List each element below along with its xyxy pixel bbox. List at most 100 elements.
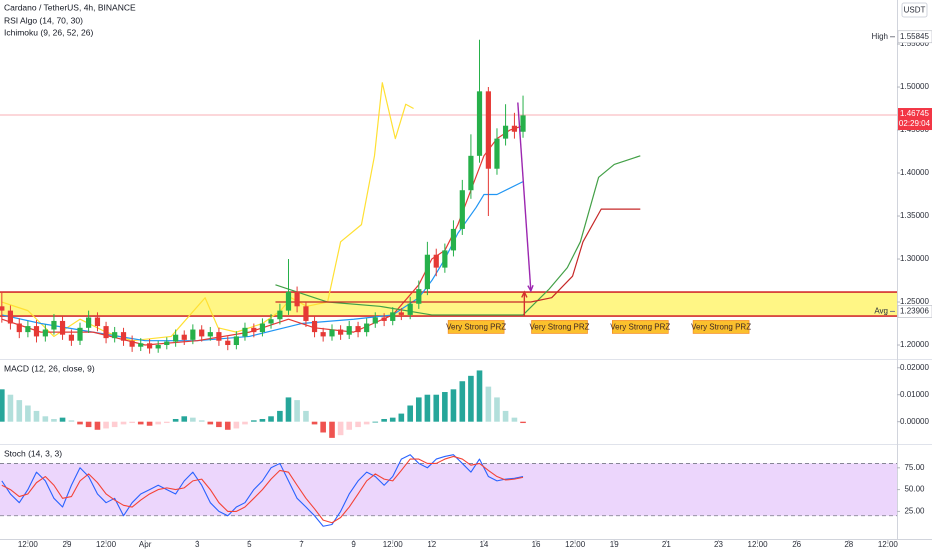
x-tick-label: 16 [532, 540, 541, 549]
histogram-bar [311, 421, 318, 425]
indicator-legend: Ichimoku (9, 26, 52, 26) [4, 27, 93, 37]
front-layer: Very Strong PRZ Very Strong PRZ Very Stron… [18, 30, 932, 549]
price-marker-value: 1.23906 [900, 307, 929, 316]
candle-body [320, 332, 326, 337]
candle-body [476, 91, 483, 156]
candle-body [233, 336, 239, 346]
histogram-bar [468, 375, 474, 422]
histogram-bar [407, 405, 413, 422]
histogram-bar [424, 394, 431, 422]
candle-body [94, 317, 101, 327]
candle-body [450, 228, 457, 251]
candle-body [329, 329, 335, 337]
y-tick-label: 0.02000 [900, 363, 929, 372]
candle-body [311, 320, 318, 333]
zone-fill [0, 292, 897, 317]
currency-button[interactable] [901, 2, 928, 18]
candle-body [225, 340, 231, 346]
candle-body [199, 329, 205, 337]
histogram-bar [94, 421, 101, 430]
histogram-bar [433, 394, 440, 422]
histogram-bar [146, 421, 153, 426]
annotation-label: Very Strong PRZ [691, 323, 751, 332]
symbol-title: Cardano / TetherUS, 4h, BINANCE [4, 2, 136, 12]
candle-body [372, 317, 378, 324]
histogram-bar [303, 410, 309, 422]
histogram-bar [0, 389, 5, 422]
candle-body [468, 155, 474, 191]
candle-body [364, 323, 370, 333]
y-tick-label: 75.00 [904, 463, 925, 472]
indicator-line [1, 82, 414, 342]
histogram-bar [33, 410, 40, 422]
x-tick-label: 21 [662, 540, 671, 549]
histogram-bar [42, 416, 49, 422]
histogram-bar [59, 417, 66, 422]
last-price-countdown: 02:29:04 [899, 119, 931, 128]
candle-body [146, 343, 153, 349]
histogram-bar [320, 421, 326, 433]
candle-body [155, 345, 161, 349]
currency-label[interactable]: USDT [904, 6, 926, 15]
candle-body [42, 329, 48, 337]
candle-body [112, 332, 118, 339]
histogram-bar [172, 418, 179, 422]
price-marker-label: High [872, 32, 888, 41]
candle-body [190, 329, 196, 340]
histogram-bar [190, 417, 196, 422]
histogram-bar [68, 420, 75, 422]
candle-body [173, 334, 179, 342]
histogram-bar [111, 421, 118, 428]
histogram-bar [520, 421, 526, 424]
histogram-bar [85, 421, 92, 428]
candle-body [303, 306, 309, 321]
histogram-bar [137, 421, 144, 425]
histogram-bar [268, 416, 274, 422]
y-tick-label: 25.00 [904, 507, 925, 516]
x-tick-label: 9 [351, 540, 356, 549]
candle-body [355, 326, 361, 333]
histogram-bar [103, 421, 109, 429]
histogram-bar [285, 397, 292, 422]
annotation-box [531, 320, 588, 334]
x-tick-label: 23 [714, 540, 723, 549]
histogram-bar [155, 421, 161, 425]
candle-body [398, 312, 404, 315]
y-tick-label: 1.35000 [900, 211, 929, 220]
histogram-bar [129, 421, 135, 424]
candle-body [68, 334, 75, 341]
histogram-bar [450, 389, 457, 422]
candle-body [181, 334, 187, 340]
histogram-bar [494, 397, 500, 422]
candle-body [407, 303, 413, 315]
histogram-bar [51, 418, 57, 422]
arrow-head [521, 290, 528, 298]
stoch-title: Stoch (14, 3, 3) [4, 448, 62, 458]
last-price-box [898, 108, 932, 131]
price-marker-value: 1.55845 [900, 32, 929, 41]
candle-body [424, 254, 430, 290]
histogram-bar [363, 421, 370, 425]
band-fill [0, 463, 897, 516]
arrow-line [517, 102, 532, 291]
histogram-bar [25, 405, 31, 422]
candle-body [16, 323, 22, 333]
candle-body [390, 312, 396, 321]
annotation-box [692, 320, 750, 334]
x-tick-label: 12:00 [383, 540, 404, 549]
histogram-bar [207, 421, 214, 425]
histogram-bar [476, 370, 483, 422]
annotation-label: Very Strong PRZ [530, 323, 590, 332]
candle-body [520, 115, 526, 132]
histogram-bar [355, 421, 361, 428]
candle-body [294, 291, 300, 307]
candle-body [59, 320, 66, 335]
candle-body [129, 340, 135, 347]
candle-body [268, 319, 274, 324]
y-tick-label: 1.55000 [900, 39, 929, 48]
candle-body [494, 138, 500, 169]
histogram-bar [198, 420, 205, 422]
histogram-bar [511, 417, 518, 422]
